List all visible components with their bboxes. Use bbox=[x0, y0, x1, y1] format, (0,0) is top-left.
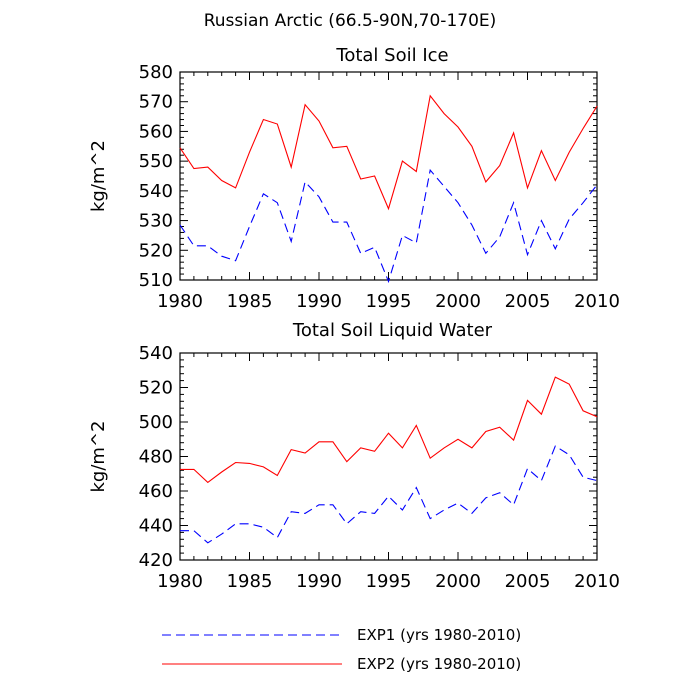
panel-total-soil-liquid-water: 1980 1985 1990 1995 2000 2005 2010 420 440 460 480… bbox=[88, 320, 620, 592]
figure-title: Russian Arctic (66.5-90N,70-170E) bbox=[203, 11, 497, 31]
x-tick-label: 2010 bbox=[574, 291, 620, 312]
y-tick-label: 440 bbox=[139, 516, 173, 537]
plot-frame bbox=[179, 352, 598, 561]
y-tick-label: 520 bbox=[139, 378, 173, 399]
y-tick-label: 420 bbox=[139, 550, 173, 571]
y-tick-label: 480 bbox=[139, 447, 173, 468]
y-tick-label: 460 bbox=[139, 481, 173, 502]
panel-title: Total Soil Liquid Water bbox=[292, 320, 493, 341]
x-tick-label: 2000 bbox=[435, 571, 481, 592]
x-tick-label: 1980 bbox=[157, 571, 203, 592]
x-tick-label: 2005 bbox=[505, 571, 551, 592]
y-tick-label: 540 bbox=[139, 181, 173, 202]
x-tick-label: 1995 bbox=[366, 571, 412, 592]
y-axis-label: kg/m^2 bbox=[88, 140, 109, 212]
x-tick-label: 1985 bbox=[227, 291, 273, 312]
x-tick-label: 2005 bbox=[505, 291, 551, 312]
y-tick-label: 540 bbox=[139, 343, 173, 364]
series-line-exp2 bbox=[179, 94, 598, 211]
y-axis-label: kg/m^2 bbox=[88, 421, 109, 493]
y-tick-label: 570 bbox=[139, 92, 173, 113]
y-tick-label: 580 bbox=[139, 62, 173, 83]
panel-title: Total Soil Ice bbox=[335, 45, 448, 66]
plot-frame bbox=[179, 71, 598, 281]
x-tick-label: 1990 bbox=[296, 571, 342, 592]
y-tick-label: 550 bbox=[139, 151, 173, 172]
panel-total-soil-ice: 1980 1985 1990 1995 2000 2005 2010 510 520 530 540… bbox=[88, 45, 620, 312]
x-tick-label: 2000 bbox=[435, 291, 481, 312]
y-tick-label: 560 bbox=[139, 121, 173, 142]
x-tick-label: 1985 bbox=[227, 571, 273, 592]
y-tick-label: 510 bbox=[139, 270, 173, 291]
y-tick-label: 530 bbox=[139, 211, 173, 232]
x-tick-label: 1995 bbox=[366, 291, 412, 312]
series-line-exp1 bbox=[180, 445, 598, 544]
series-line-exp2 bbox=[180, 376, 598, 484]
legend: EXP1 (yrs 1980-2010) EXP2 (yrs 1980-2010) bbox=[162, 626, 521, 673]
series-line-exp1 bbox=[179, 168, 598, 284]
x-tick-label: 1990 bbox=[296, 291, 342, 312]
x-tick-label: 2010 bbox=[574, 571, 620, 592]
legend-label-exp2: EXP2 (yrs 1980-2010) bbox=[357, 655, 521, 673]
x-tick-label: 1980 bbox=[157, 291, 203, 312]
y-tick-label: 500 bbox=[139, 412, 173, 433]
legend-label-exp1: EXP1 (yrs 1980-2010) bbox=[357, 626, 521, 644]
y-tick-label: 520 bbox=[139, 240, 173, 261]
